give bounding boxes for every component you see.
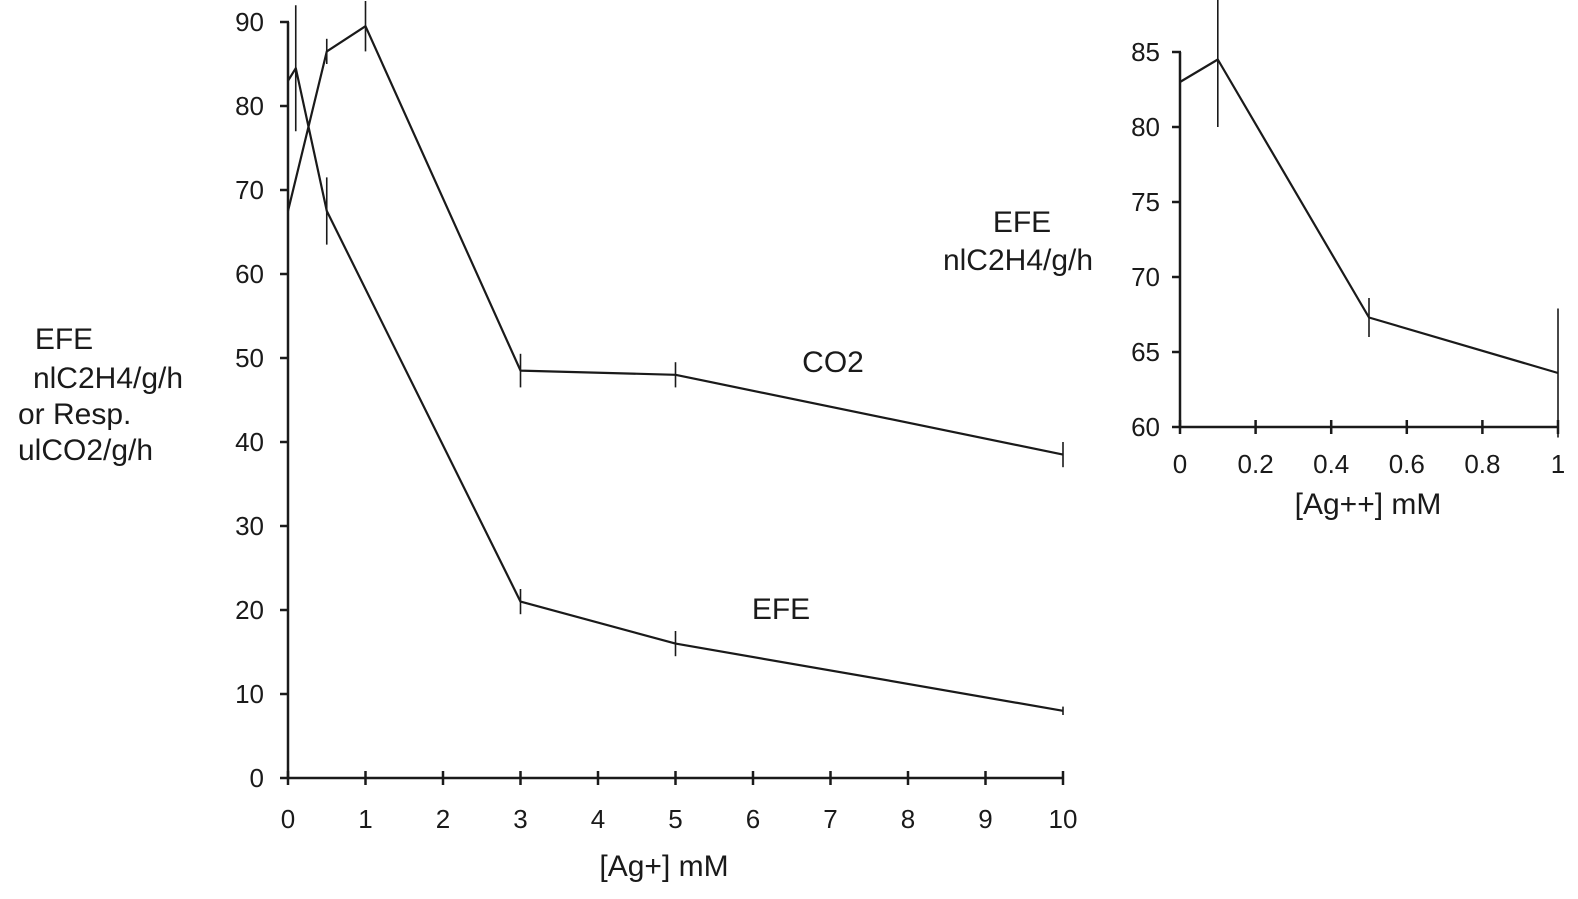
main-x-tick-label: 6: [746, 804, 760, 834]
inset-y-tick-label: 65: [1131, 337, 1160, 367]
inset-x-tick-label: 0: [1173, 449, 1187, 479]
inset-x-tick-label: 1: [1551, 449, 1565, 479]
inset-y-tick-label: 80: [1131, 112, 1160, 142]
inset-y-axis-title-line-1: EFE: [993, 206, 1051, 239]
main-y-tick-label: 30: [235, 511, 264, 541]
main-y-tick-label: 10: [235, 679, 264, 709]
inset-x-tick-label: 0.4: [1313, 449, 1349, 479]
inset-series: [1179, 0, 1559, 438]
main-x-tick-label: 1: [358, 804, 372, 834]
main-y-tick-label: 20: [235, 595, 264, 625]
main-y-axis-title-line-4: ulCO2/g/h: [18, 434, 153, 467]
main-y-tick-label: 50: [235, 343, 264, 373]
main-y-axis-title-line-2: nlC2H4/g/h: [33, 362, 183, 395]
inset-x-tick-label: 0.2: [1238, 449, 1274, 479]
inset-ticks: 0 0.2 0.4 0.6 0.8 1 60 65 70 75 80 85: [1131, 37, 1565, 479]
main-x-tick-label: 2: [436, 804, 450, 834]
main-y-axis-title-line-1: EFE: [35, 323, 93, 356]
inset-y-tick-label: 75: [1131, 187, 1160, 217]
main-y-tick-label: 0: [250, 763, 264, 793]
inset-y-tick-label: 70: [1131, 262, 1160, 292]
inset-y-axis-title-line-2: nlC2H4/g/h: [943, 244, 1093, 277]
main-chart: 0 1 2 3 4 5 6 7 8 9 10 0 10 20 30 40 50 60 70 80 90 EFE nlC2…: [18, 1, 1077, 883]
main-series: [286, 1, 1064, 715]
inset-x-tick-label: 0.8: [1464, 449, 1500, 479]
main-x-tick-label: 4: [591, 804, 605, 834]
main-y-tick-label: 80: [235, 91, 264, 121]
main-x-tick-label: 8: [901, 804, 915, 834]
main-x-tick-label: 5: [668, 804, 682, 834]
main-y-tick-label: 40: [235, 427, 264, 457]
main-series-line-co2: [286, 25, 1064, 456]
main-x-axis-title: [Ag+] mM: [599, 850, 728, 883]
main-x-tick-label: 7: [823, 804, 837, 834]
main-y-tick-label: 90: [235, 7, 264, 37]
inset-y-tick-label: 60: [1131, 412, 1160, 442]
main-x-tick-label: 0: [281, 804, 295, 834]
main-x-tick-label: 9: [978, 804, 992, 834]
main-y-tick-label: 60: [235, 259, 264, 289]
inset-chart: 0 0.2 0.4 0.6 0.8 1 60 65 70 75 80 85 EFE nlC2H4/g/…: [943, 0, 1565, 521]
main-y-axis-title-line-3: or Resp.: [18, 398, 131, 431]
series-label-co2: CO2: [802, 346, 864, 379]
inset-series-line-series: [1179, 58, 1559, 375]
main-x-tick-label: 3: [513, 804, 527, 834]
series-label-efe: EFE: [752, 593, 810, 626]
main-x-tick-label: 10: [1049, 804, 1078, 834]
main-series-line-efe: [287, 67, 1064, 712]
inset-y-tick-label: 85: [1131, 37, 1160, 67]
main-ticks: 0 1 2 3 4 5 6 7 8 9 10 0 10 20 30 40 50 60 70 80 90: [235, 7, 1077, 834]
inset-x-axis-title: [Ag++] mM: [1295, 488, 1442, 521]
inset-x-tick-label: 0.6: [1389, 449, 1425, 479]
main-y-tick-label: 70: [235, 175, 264, 205]
